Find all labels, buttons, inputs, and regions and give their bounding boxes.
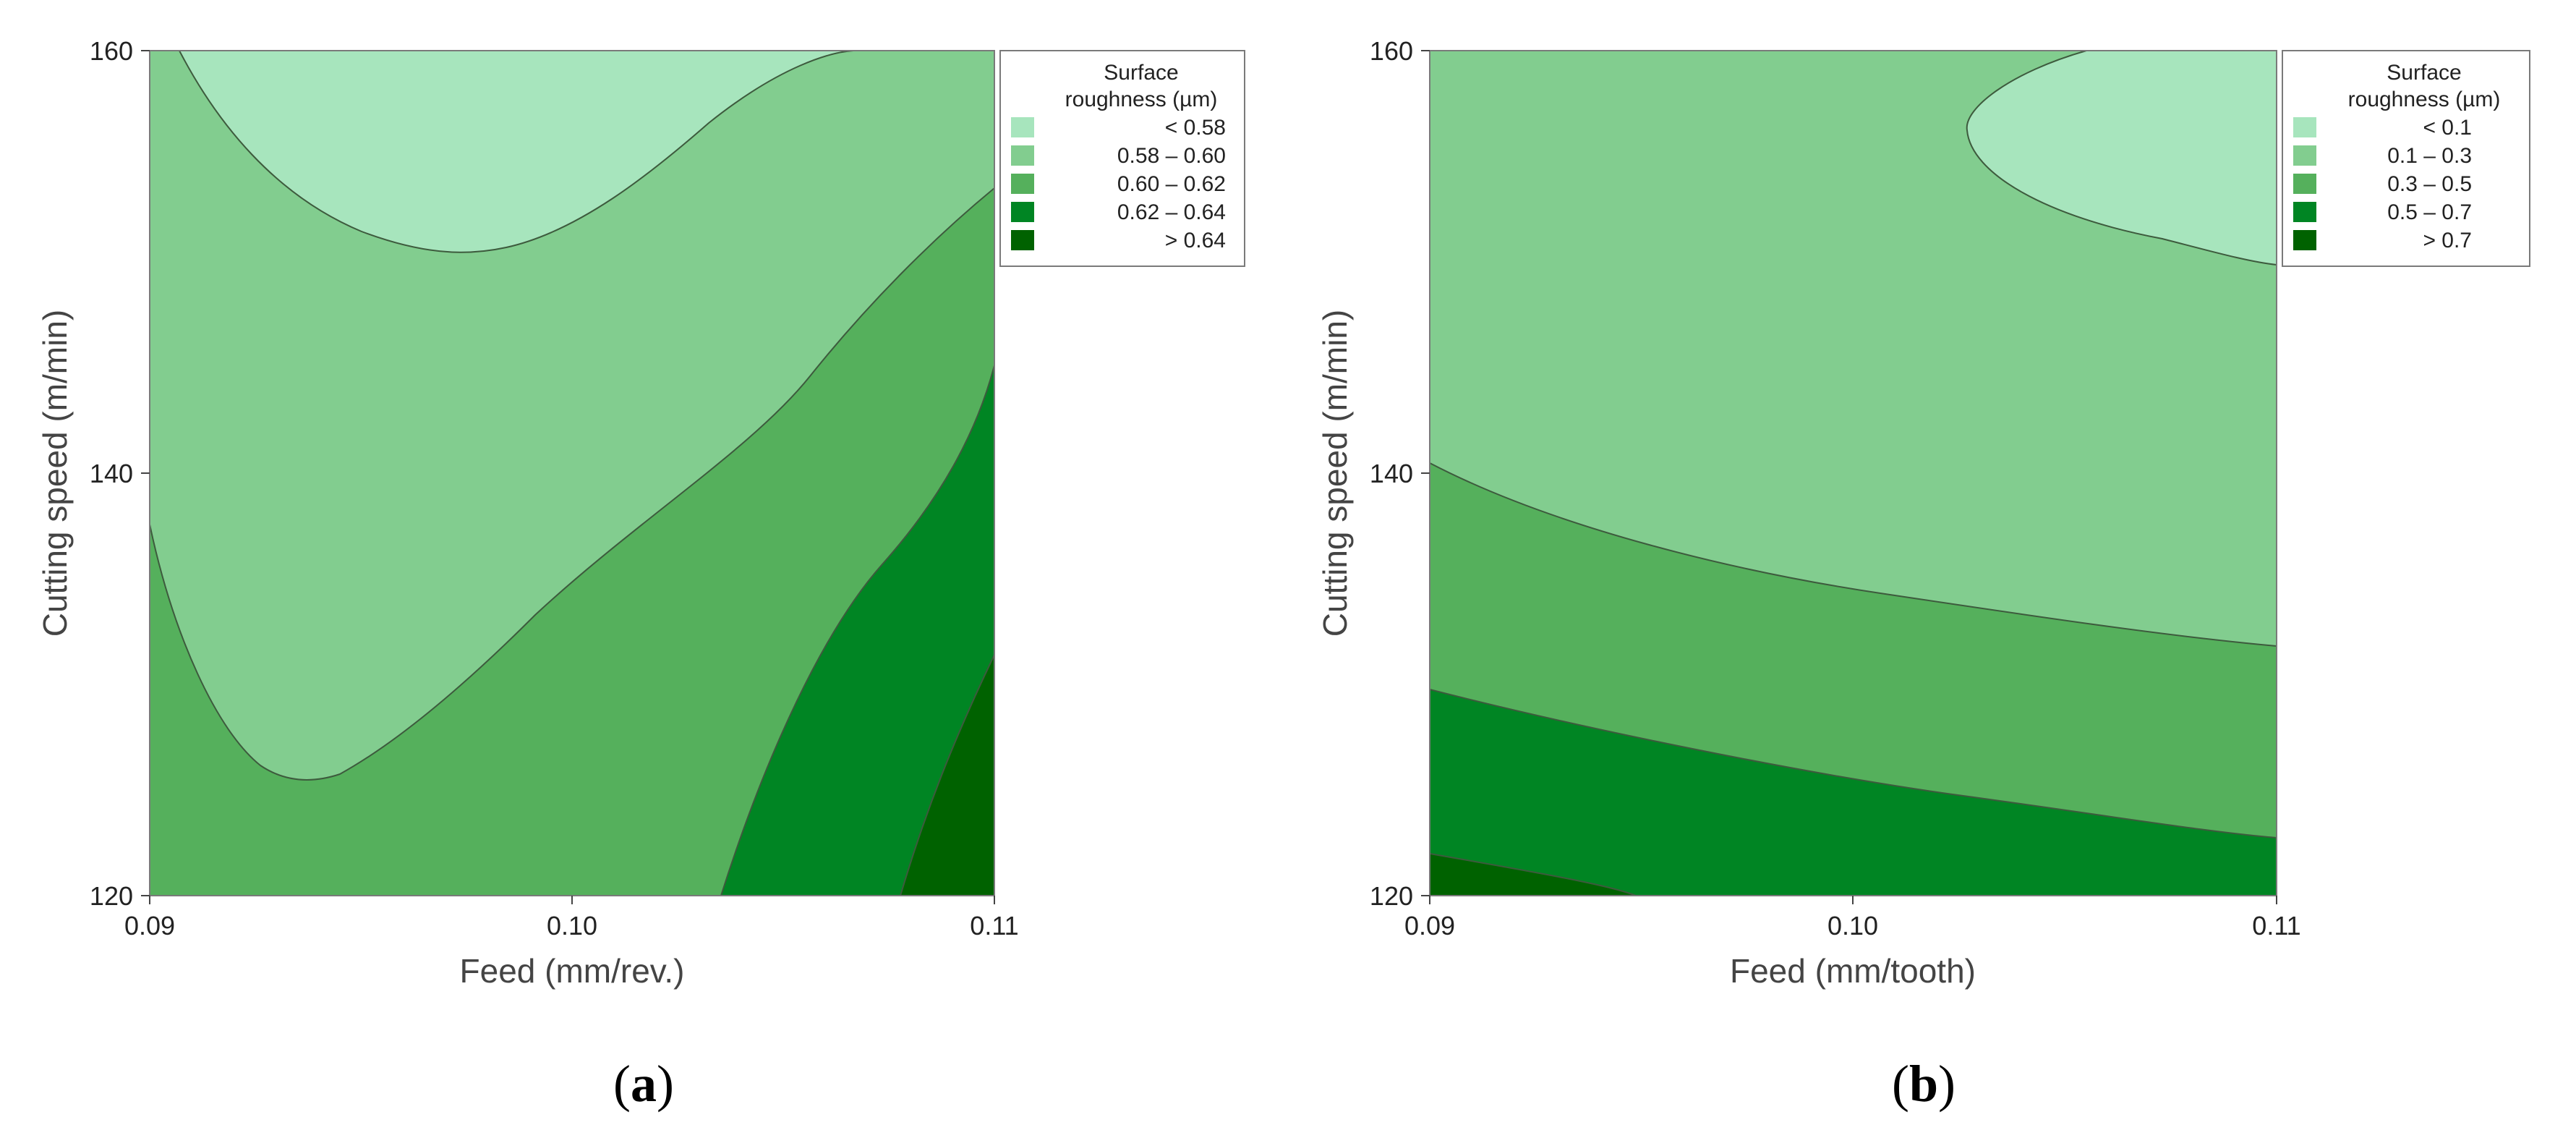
legend-entry: 0.3 – 0.5 — [2387, 172, 2472, 196]
plot-area-b — [1430, 51, 2277, 896]
panel-caption-a: (a) — [613, 1055, 674, 1113]
contour-line-a-0.60 — [150, 187, 994, 781]
contour-line-b-0.7 — [1430, 853, 1637, 896]
y-axis-a: 120 140 160 Cutting speed (m/min) — [36, 36, 150, 911]
legend-entry: < 0.58 — [1165, 116, 1226, 140]
legend-entry: > 0.7 — [2423, 229, 2472, 252]
panel-letter: a — [631, 1055, 657, 1113]
legend-entry: 0.1 – 0.3 — [2387, 144, 2472, 168]
x-axis-a: 0.09 0.10 0.11 Feed (mm/rev.) — [124, 896, 1019, 990]
plot-area-a — [150, 51, 994, 896]
legend-title-line: roughness (µm) — [1065, 88, 1218, 111]
legend-swatch — [1011, 230, 1034, 250]
legend-entry: < 0.1 — [2423, 116, 2472, 140]
legend-entry: 0.62 – 0.64 — [1117, 200, 1226, 224]
x-tick-label: 0.09 — [1404, 911, 1455, 940]
y-tick-label: 140 — [90, 459, 133, 488]
x-axis-b: 0.09 0.10 0.11 Feed (mm/tooth) — [1404, 896, 2301, 990]
region-b-0.1 — [1966, 51, 2277, 265]
contour-line-a-0.62 — [720, 365, 994, 896]
panel-caption-b: (b) — [1892, 1055, 1956, 1113]
x-tick-label: 0.10 — [1827, 911, 1878, 940]
y-tick-label: 160 — [90, 36, 133, 66]
x-tick-label: 0.10 — [547, 911, 597, 940]
legend-b: Surface roughness (µm) < 0.1 0.1 – 0.3 0… — [2282, 50, 2530, 267]
region-a-0.62-0.64 — [721, 365, 994, 896]
legend-entry: 0.58 – 0.60 — [1117, 144, 1226, 168]
legend-entry: 0.5 – 0.7 — [2387, 200, 2472, 224]
contour-line-b-0.1 — [1966, 51, 2277, 266]
legend-entry: 0.60 – 0.62 — [1117, 172, 1226, 196]
y-tick-label: 160 — [1370, 36, 1413, 66]
legend-swatch — [1011, 202, 1034, 222]
y-axis-b: 120 140 160 Cutting speed (m/min) — [1316, 36, 1430, 911]
contour-plot-b: 0.09 0.10 0.11 Feed (mm/tooth) 120 140 1… — [1316, 36, 2530, 1113]
x-tick-label: 0.09 — [124, 911, 175, 940]
legend-swatch — [2293, 230, 2316, 250]
region-a-0.58-0.60 — [150, 51, 994, 781]
legend-title-line: Surface — [2387, 61, 2461, 85]
x-axis-label: Feed (mm/rev.) — [460, 952, 685, 990]
legend-swatch — [1011, 174, 1034, 194]
legend-swatch — [2293, 117, 2316, 137]
legend-swatch — [1011, 145, 1034, 166]
region-a-0.58 — [179, 51, 853, 252]
y-tick-label: 120 — [90, 881, 133, 911]
contour-line-b-0.5 — [1430, 689, 2277, 838]
legend-title-line: roughness (µm) — [2348, 88, 2501, 111]
legend-entry: > 0.64 — [1165, 229, 1226, 252]
legend-title-line: Surface — [1104, 61, 1178, 85]
x-axis-label: Feed (mm/tooth) — [1730, 952, 1976, 990]
legend-box — [999, 50, 1245, 267]
contour-plot-a: 0.09 0.10 0.11 Feed (mm/rev.) 120 140 16… — [36, 36, 1245, 1113]
legend-swatch — [2293, 145, 2316, 166]
y-axis-label: Cutting speed (m/min) — [1316, 310, 1354, 637]
legend-swatch — [1011, 117, 1034, 137]
contour-line-b-0.3 — [1430, 462, 2277, 647]
contour-line-a-0.64 — [900, 654, 994, 896]
x-tick-label: 0.11 — [970, 911, 1018, 940]
legend-swatch — [2293, 174, 2316, 194]
region-a-0.64 — [900, 655, 994, 896]
y-axis-label: Cutting speed (m/min) — [36, 310, 74, 637]
legend-box — [2282, 50, 2530, 267]
legend-a: Surface roughness (µm) < 0.58 0.58 – 0.6… — [999, 50, 1245, 267]
x-tick-label: 0.11 — [2252, 911, 2300, 940]
panel-letter: b — [1909, 1055, 1938, 1113]
legend-swatch — [2293, 202, 2316, 222]
contour-line-a-0.58 — [179, 51, 854, 253]
y-tick-label: 140 — [1370, 459, 1413, 488]
y-tick-label: 120 — [1370, 881, 1413, 911]
